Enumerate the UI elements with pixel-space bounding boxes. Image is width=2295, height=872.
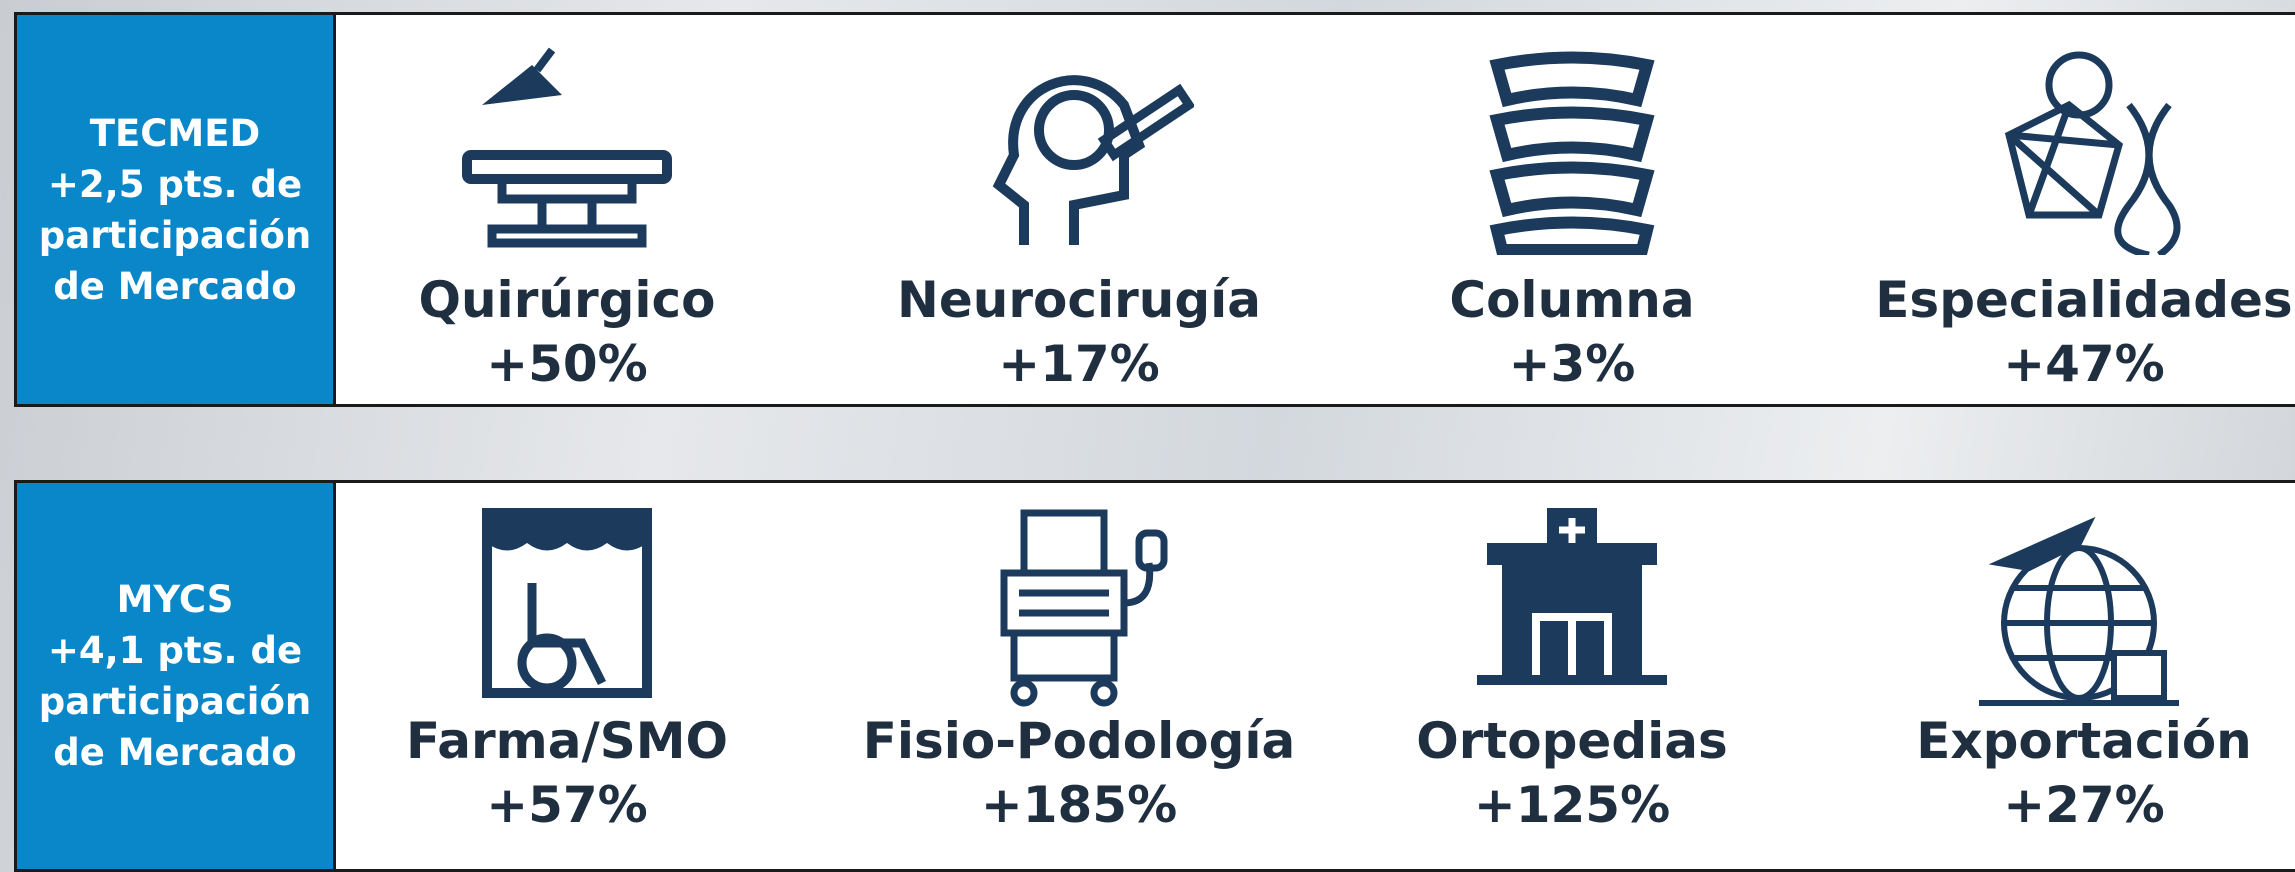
- item: Exportación +27%: [1854, 503, 2295, 837]
- heading-box: TECMED +2,5 pts. de participación de Mercad…: [17, 15, 336, 404]
- item-value: +125%: [1473, 776, 1671, 834]
- heading-line: TECMED: [89, 111, 261, 155]
- panel: TECMED +2,5 pts. de participación de Mercad…: [14, 12, 2295, 407]
- item-label: Farma/SMO: [406, 712, 728, 770]
- item-value: +17%: [998, 335, 1160, 393]
- item-label: Neurocirugía: [896, 271, 1262, 329]
- item: Columna +3%: [1342, 45, 1802, 396]
- heading-box: MYCS +4,1 pts. de participación de Mercado: [17, 483, 336, 869]
- item-value: +50%: [486, 335, 648, 393]
- panel: MYCS +4,1 pts. de participación de Mercado F…: [14, 480, 2295, 872]
- icon: [1979, 516, 2179, 706]
- item-value: +3%: [1508, 335, 1636, 393]
- heading-line: +2,5 pts. de: [47, 162, 303, 206]
- heading-line: de Mercado: [53, 264, 297, 308]
- item: Especialidades +47%: [1854, 45, 2295, 396]
- item-label: Fisio-Podología: [862, 712, 1296, 770]
- item-label: Especialidades: [1875, 271, 2293, 329]
- item-label: Quirúrgico: [418, 271, 716, 329]
- icon: [1000, 509, 1168, 707]
- item: Fisio-Podología +185%: [849, 503, 1309, 837]
- item-value: +47%: [2003, 335, 2165, 393]
- item: Farma/SMO +57%: [337, 503, 797, 837]
- heading-line: +4,1 pts. de: [47, 629, 303, 672]
- icon: [1477, 508, 1667, 685]
- item-value: +57%: [486, 776, 648, 834]
- heading-line: de Mercado: [53, 731, 297, 774]
- item-label: Columna: [1449, 271, 1695, 329]
- item: Ortopedias +125%: [1342, 503, 1802, 837]
- icon: [992, 75, 1194, 245]
- heading-line: participación: [38, 680, 312, 723]
- item-label: Ortopedias: [1416, 712, 1728, 770]
- item: Quirúrgico +50%: [337, 45, 797, 396]
- icon: [462, 47, 672, 248]
- heading-line: participación: [38, 213, 312, 257]
- item: Neurocirugía +17%: [849, 45, 1309, 396]
- item-label: Exportación: [1916, 712, 2252, 770]
- item-value: +185%: [980, 776, 1178, 834]
- heading-line: MYCS: [116, 578, 234, 621]
- icon: [482, 508, 652, 698]
- item-value: +27%: [2003, 776, 2165, 834]
- icon: [1489, 51, 1655, 255]
- icon: [2004, 51, 2181, 255]
